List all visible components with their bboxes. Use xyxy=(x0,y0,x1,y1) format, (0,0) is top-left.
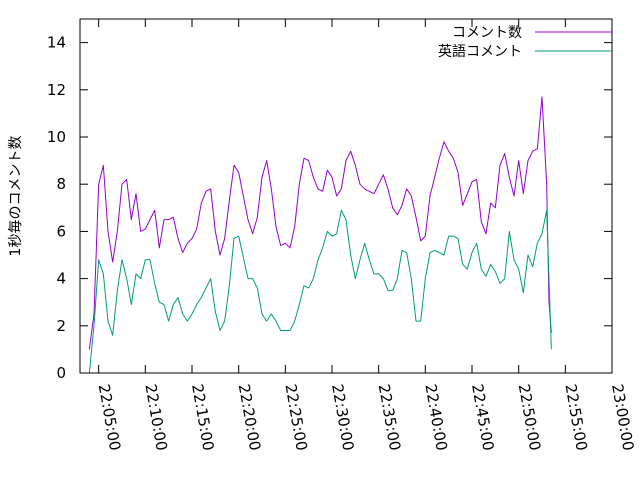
legend-label-1: 英語コメント xyxy=(438,43,522,60)
y-tick-label: 0 xyxy=(56,364,66,382)
legend-label-0: コメント数 xyxy=(452,25,522,41)
series-layer xyxy=(88,96,552,374)
series-line-0 xyxy=(88,96,552,350)
y-axis-label: 1秒毎のコメント数 xyxy=(8,136,24,257)
y-tick-label: 10 xyxy=(47,128,66,146)
y-tick-label: 2 xyxy=(56,317,66,335)
plot-frame xyxy=(79,18,613,374)
y-tick-label: 4 xyxy=(56,270,66,288)
series-line-1 xyxy=(88,209,552,374)
y-tick-label: 12 xyxy=(47,81,66,99)
y-tick-label: 14 xyxy=(47,34,66,52)
y-tick-label: 6 xyxy=(56,222,66,240)
y-tick-label: 8 xyxy=(56,175,66,193)
